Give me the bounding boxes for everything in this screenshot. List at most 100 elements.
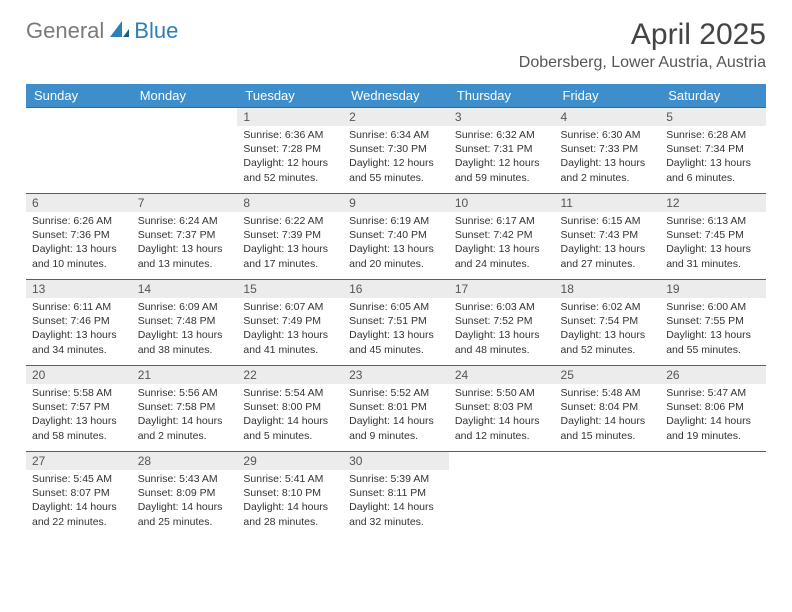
day-content: Sunrise: 5:41 AMSunset: 8:10 PMDaylight:… bbox=[237, 470, 343, 533]
daylight-text: Daylight: 13 hours and 20 minutes. bbox=[349, 242, 443, 270]
sunset-text: Sunset: 7:43 PM bbox=[561, 228, 655, 242]
day-number bbox=[555, 452, 661, 456]
day-number: 26 bbox=[660, 366, 766, 384]
sunset-text: Sunset: 8:03 PM bbox=[455, 400, 549, 414]
day-content: Sunrise: 6:13 AMSunset: 7:45 PMDaylight:… bbox=[660, 212, 766, 275]
calendar-day-cell bbox=[555, 452, 661, 538]
calendar-day-cell: 17Sunrise: 6:03 AMSunset: 7:52 PMDayligh… bbox=[449, 280, 555, 366]
day-content: Sunrise: 5:50 AMSunset: 8:03 PMDaylight:… bbox=[449, 384, 555, 447]
sunrise-text: Sunrise: 6:34 AM bbox=[349, 128, 443, 142]
sunset-text: Sunset: 7:33 PM bbox=[561, 142, 655, 156]
day-number: 10 bbox=[449, 194, 555, 212]
calendar-day-cell: 1Sunrise: 6:36 AMSunset: 7:28 PMDaylight… bbox=[237, 108, 343, 194]
day-header: Wednesday bbox=[343, 84, 449, 108]
sunset-text: Sunset: 7:31 PM bbox=[455, 142, 549, 156]
sunrise-text: Sunrise: 6:15 AM bbox=[561, 214, 655, 228]
day-content: Sunrise: 6:00 AMSunset: 7:55 PMDaylight:… bbox=[660, 298, 766, 361]
day-content: Sunrise: 5:58 AMSunset: 7:57 PMDaylight:… bbox=[26, 384, 132, 447]
sunrise-text: Sunrise: 6:07 AM bbox=[243, 300, 337, 314]
daylight-text: Daylight: 14 hours and 28 minutes. bbox=[243, 500, 337, 528]
sunset-text: Sunset: 7:39 PM bbox=[243, 228, 337, 242]
calendar-week-row: 13Sunrise: 6:11 AMSunset: 7:46 PMDayligh… bbox=[26, 280, 766, 366]
daylight-text: Daylight: 13 hours and 24 minutes. bbox=[455, 242, 549, 270]
sunset-text: Sunset: 8:07 PM bbox=[32, 486, 126, 500]
daylight-text: Daylight: 12 hours and 59 minutes. bbox=[455, 156, 549, 184]
daylight-text: Daylight: 13 hours and 27 minutes. bbox=[561, 242, 655, 270]
day-content: Sunrise: 5:39 AMSunset: 8:11 PMDaylight:… bbox=[343, 470, 449, 533]
logo-text-general: General bbox=[26, 18, 104, 44]
day-number bbox=[449, 452, 555, 456]
day-number: 12 bbox=[660, 194, 766, 212]
day-content: Sunrise: 6:09 AMSunset: 7:48 PMDaylight:… bbox=[132, 298, 238, 361]
day-number: 24 bbox=[449, 366, 555, 384]
day-number: 18 bbox=[555, 280, 661, 298]
daylight-text: Daylight: 13 hours and 6 minutes. bbox=[666, 156, 760, 184]
day-content: Sunrise: 5:45 AMSunset: 8:07 PMDaylight:… bbox=[26, 470, 132, 533]
sunset-text: Sunset: 7:40 PM bbox=[349, 228, 443, 242]
calendar-day-cell: 16Sunrise: 6:05 AMSunset: 7:51 PMDayligh… bbox=[343, 280, 449, 366]
calendar-day-cell: 26Sunrise: 5:47 AMSunset: 8:06 PMDayligh… bbox=[660, 366, 766, 452]
day-number: 28 bbox=[132, 452, 238, 470]
title-block: April 2025 Dobersberg, Lower Austria, Au… bbox=[519, 18, 766, 72]
calendar-day-cell: 20Sunrise: 5:58 AMSunset: 7:57 PMDayligh… bbox=[26, 366, 132, 452]
daylight-text: Daylight: 14 hours and 15 minutes. bbox=[561, 414, 655, 442]
calendar-day-cell: 25Sunrise: 5:48 AMSunset: 8:04 PMDayligh… bbox=[555, 366, 661, 452]
sunset-text: Sunset: 8:04 PM bbox=[561, 400, 655, 414]
calendar-day-cell: 14Sunrise: 6:09 AMSunset: 7:48 PMDayligh… bbox=[132, 280, 238, 366]
sunrise-text: Sunrise: 5:41 AM bbox=[243, 472, 337, 486]
day-content: Sunrise: 6:11 AMSunset: 7:46 PMDaylight:… bbox=[26, 298, 132, 361]
month-title: April 2025 bbox=[519, 18, 766, 52]
calendar-day-cell: 4Sunrise: 6:30 AMSunset: 7:33 PMDaylight… bbox=[555, 108, 661, 194]
daylight-text: Daylight: 13 hours and 2 minutes. bbox=[561, 156, 655, 184]
day-number bbox=[660, 452, 766, 456]
day-number: 27 bbox=[26, 452, 132, 470]
day-number: 4 bbox=[555, 108, 661, 126]
sunset-text: Sunset: 7:42 PM bbox=[455, 228, 549, 242]
day-content: Sunrise: 6:22 AMSunset: 7:39 PMDaylight:… bbox=[237, 212, 343, 275]
day-header-row: Sunday Monday Tuesday Wednesday Thursday… bbox=[26, 84, 766, 108]
day-number: 30 bbox=[343, 452, 449, 470]
calendar-day-cell bbox=[449, 452, 555, 538]
daylight-text: Daylight: 14 hours and 19 minutes. bbox=[666, 414, 760, 442]
calendar-week-row: 20Sunrise: 5:58 AMSunset: 7:57 PMDayligh… bbox=[26, 366, 766, 452]
logo-text-blue: Blue bbox=[134, 18, 178, 44]
day-number: 7 bbox=[132, 194, 238, 212]
day-content: Sunrise: 6:05 AMSunset: 7:51 PMDaylight:… bbox=[343, 298, 449, 361]
daylight-text: Daylight: 12 hours and 52 minutes. bbox=[243, 156, 337, 184]
calendar-day-cell: 28Sunrise: 5:43 AMSunset: 8:09 PMDayligh… bbox=[132, 452, 238, 538]
daylight-text: Daylight: 13 hours and 17 minutes. bbox=[243, 242, 337, 270]
sunrise-text: Sunrise: 6:13 AM bbox=[666, 214, 760, 228]
sunrise-text: Sunrise: 5:56 AM bbox=[138, 386, 232, 400]
day-header: Friday bbox=[555, 84, 661, 108]
calendar-day-cell: 21Sunrise: 5:56 AMSunset: 7:58 PMDayligh… bbox=[132, 366, 238, 452]
day-content: Sunrise: 6:17 AMSunset: 7:42 PMDaylight:… bbox=[449, 212, 555, 275]
calendar-day-cell: 9Sunrise: 6:19 AMSunset: 7:40 PMDaylight… bbox=[343, 194, 449, 280]
daylight-text: Daylight: 13 hours and 13 minutes. bbox=[138, 242, 232, 270]
day-number: 1 bbox=[237, 108, 343, 126]
daylight-text: Daylight: 14 hours and 12 minutes. bbox=[455, 414, 549, 442]
calendar-day-cell: 12Sunrise: 6:13 AMSunset: 7:45 PMDayligh… bbox=[660, 194, 766, 280]
calendar-day-cell: 7Sunrise: 6:24 AMSunset: 7:37 PMDaylight… bbox=[132, 194, 238, 280]
sunrise-text: Sunrise: 6:02 AM bbox=[561, 300, 655, 314]
day-number: 25 bbox=[555, 366, 661, 384]
sunrise-text: Sunrise: 6:00 AM bbox=[666, 300, 760, 314]
sunrise-text: Sunrise: 5:54 AM bbox=[243, 386, 337, 400]
daylight-text: Daylight: 14 hours and 9 minutes. bbox=[349, 414, 443, 442]
calendar-day-cell: 3Sunrise: 6:32 AMSunset: 7:31 PMDaylight… bbox=[449, 108, 555, 194]
sunset-text: Sunset: 8:06 PM bbox=[666, 400, 760, 414]
calendar-week-row: 27Sunrise: 5:45 AMSunset: 8:07 PMDayligh… bbox=[26, 452, 766, 538]
day-content: Sunrise: 6:24 AMSunset: 7:37 PMDaylight:… bbox=[132, 212, 238, 275]
sunrise-text: Sunrise: 5:50 AM bbox=[455, 386, 549, 400]
sunset-text: Sunset: 7:58 PM bbox=[138, 400, 232, 414]
day-number: 11 bbox=[555, 194, 661, 212]
calendar-day-cell: 8Sunrise: 6:22 AMSunset: 7:39 PMDaylight… bbox=[237, 194, 343, 280]
day-number: 9 bbox=[343, 194, 449, 212]
calendar-day-cell: 30Sunrise: 5:39 AMSunset: 8:11 PMDayligh… bbox=[343, 452, 449, 538]
sunrise-text: Sunrise: 6:26 AM bbox=[32, 214, 126, 228]
day-header: Monday bbox=[132, 84, 238, 108]
calendar-week-row: 6Sunrise: 6:26 AMSunset: 7:36 PMDaylight… bbox=[26, 194, 766, 280]
header: General Blue April 2025 Dobersberg, Lowe… bbox=[26, 18, 766, 72]
day-number: 8 bbox=[237, 194, 343, 212]
location: Dobersberg, Lower Austria, Austria bbox=[519, 54, 766, 72]
sunrise-text: Sunrise: 6:11 AM bbox=[32, 300, 126, 314]
